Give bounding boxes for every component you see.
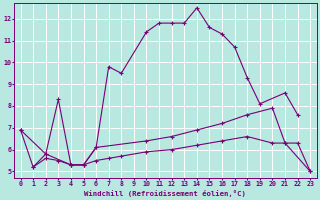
X-axis label: Windchill (Refroidissement éolien,°C): Windchill (Refroidissement éolien,°C)	[84, 190, 246, 197]
